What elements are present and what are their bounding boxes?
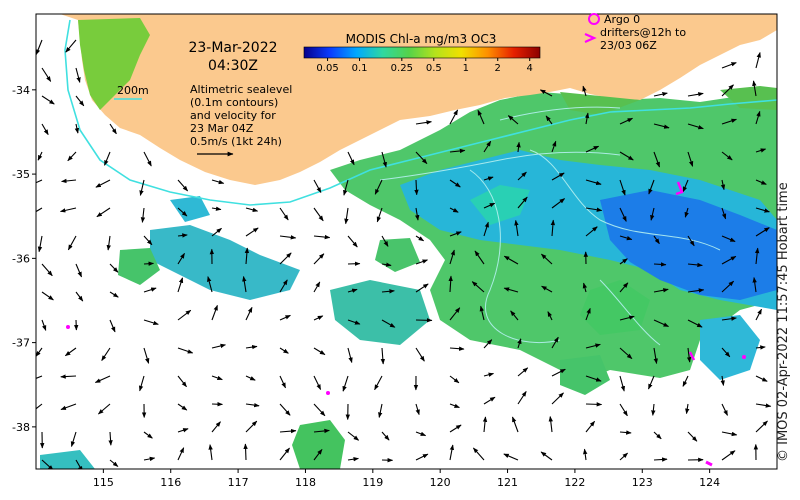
x-tick-label: 123 — [632, 476, 653, 489]
x-tick-label: 124 — [699, 476, 720, 489]
colorbar-tick-label: 0.1 — [352, 63, 368, 74]
x-tick-label: 118 — [295, 476, 316, 489]
isobath-legend-label: 200m — [117, 84, 149, 97]
colorbar-tick-label: 1 — [463, 63, 469, 74]
y-tick-label: -37 — [12, 337, 30, 350]
x-tick-label: 117 — [228, 476, 249, 489]
y-tick-label: -38 — [12, 421, 30, 434]
y-tick-label: -34 — [12, 84, 30, 97]
altimetry-note-line: (0.1m contours) — [190, 96, 278, 109]
velocity-arrow — [586, 404, 602, 405]
argo-legend-label: Argo 0 — [604, 13, 640, 26]
x-tick-label: 121 — [497, 476, 518, 489]
x-tick-label: 116 — [160, 476, 181, 489]
velocity-arrow — [144, 263, 154, 264]
colorbar-tick-label: 2 — [495, 63, 501, 74]
x-tick-label: 122 — [564, 476, 585, 489]
altimetry-note-line: and velocity for — [190, 109, 276, 122]
x-tick-label: 119 — [362, 476, 383, 489]
x-tick-label: 120 — [430, 476, 451, 489]
y-tick-label: -35 — [12, 168, 30, 181]
drifter-dot — [742, 355, 746, 359]
colorbar-tick-label: 0.05 — [316, 63, 338, 74]
velocity-arrow — [416, 180, 417, 195]
y-tick-label: -36 — [12, 252, 30, 265]
velocity-arrow — [245, 444, 246, 460]
x-axis: 115 116 117 118 119 120 121 122 123 124 — [93, 469, 720, 489]
colorbar-title: MODIS Chl-a mg/m3 OC3 — [346, 32, 497, 46]
colorbar-gradient — [304, 47, 540, 58]
drifter-legend-line: 23/03 06Z — [600, 39, 657, 52]
y-axis: -34 -35 -36 -37 -38 — [12, 84, 36, 434]
x-tick-label: 115 — [93, 476, 114, 489]
map-plot-area — [29, 14, 777, 471]
drifter-legend-line: drifters@12h to — [600, 26, 686, 39]
velocity-arrow — [654, 264, 666, 265]
colorbar-tick-label: 0.5 — [426, 63, 442, 74]
map-date: 23-Mar-2022 — [188, 40, 277, 56]
copyright-text: © IMOS 02-Apr-2022 11:57:45 Hobart time — [776, 182, 791, 462]
drifter-dot — [66, 325, 70, 329]
altimetry-note-line: 23 Mar 04Z — [190, 122, 254, 135]
drifter-dot — [326, 391, 330, 395]
altimetry-note-line: Altimetric sealevel — [190, 83, 292, 96]
map-time: 04:30Z — [208, 58, 258, 74]
colorbar-tick-label: 4 — [527, 63, 533, 74]
colorbar-tick-label: 0.25 — [391, 63, 413, 74]
altimetry-note-line: 0.5m/s (1kt 24h) — [190, 135, 282, 148]
